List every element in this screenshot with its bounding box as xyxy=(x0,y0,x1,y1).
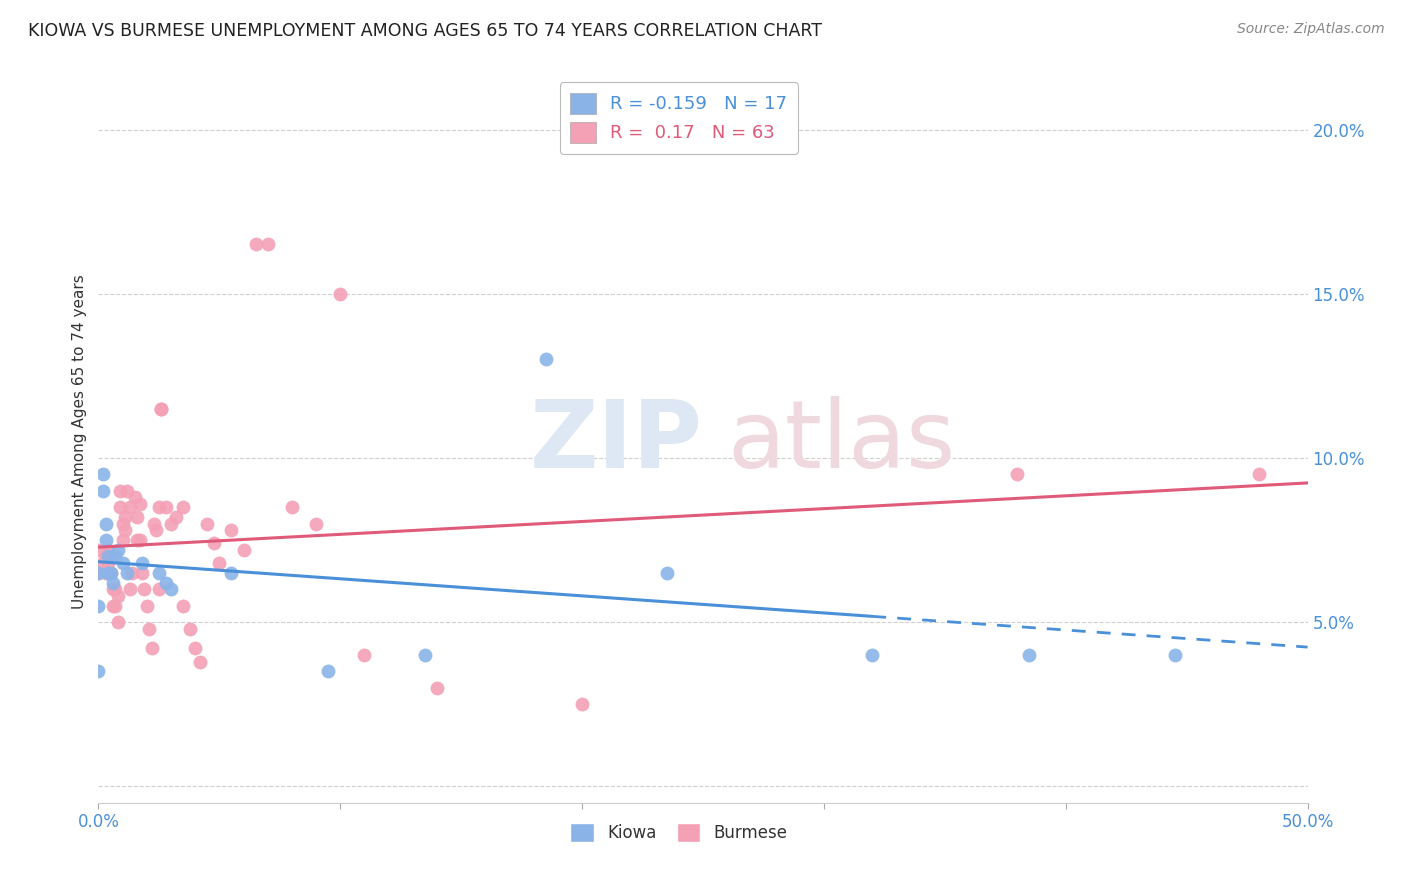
Legend: Kiowa, Burmese: Kiowa, Burmese xyxy=(564,816,794,848)
Point xyxy=(148,566,170,580)
Point xyxy=(413,648,436,662)
Point xyxy=(281,500,304,515)
Point xyxy=(131,566,153,580)
Point xyxy=(184,641,207,656)
Point xyxy=(256,237,278,252)
Point xyxy=(118,582,141,597)
Point xyxy=(329,286,352,301)
Point xyxy=(145,523,167,537)
Point xyxy=(148,500,170,515)
Point xyxy=(117,483,139,498)
Point xyxy=(426,681,449,695)
Point xyxy=(143,516,166,531)
Point xyxy=(221,523,243,537)
Point xyxy=(101,575,124,590)
Point xyxy=(87,599,110,613)
Point xyxy=(91,556,114,570)
Point xyxy=(111,533,134,547)
Point xyxy=(195,516,218,531)
Point xyxy=(1007,467,1029,482)
Point xyxy=(94,566,117,580)
Point xyxy=(150,401,173,416)
Point xyxy=(97,542,120,557)
Point xyxy=(97,556,120,570)
Point xyxy=(1249,467,1271,482)
Point xyxy=(316,665,339,679)
Point xyxy=(101,582,124,597)
Point xyxy=(179,622,201,636)
Point xyxy=(204,536,226,550)
Point xyxy=(108,483,131,498)
Point xyxy=(104,549,127,564)
Point xyxy=(111,556,134,570)
Point xyxy=(127,533,149,547)
Point xyxy=(131,556,153,570)
Point xyxy=(160,516,183,531)
Point xyxy=(860,648,883,662)
Point xyxy=(87,566,110,580)
Point xyxy=(94,533,117,547)
Point xyxy=(100,566,122,580)
Point xyxy=(118,500,141,515)
Point xyxy=(107,615,129,630)
Point xyxy=(94,549,117,564)
Point xyxy=(655,566,678,580)
Point xyxy=(127,510,149,524)
Point xyxy=(353,648,375,662)
Point xyxy=(1163,648,1185,662)
Y-axis label: Unemployment Among Ages 65 to 74 years: Unemployment Among Ages 65 to 74 years xyxy=(72,274,87,609)
Point xyxy=(87,542,110,557)
Point xyxy=(91,467,114,482)
Point xyxy=(245,237,267,252)
Point xyxy=(94,516,117,531)
Point xyxy=(100,549,122,564)
Point xyxy=(155,500,177,515)
Point xyxy=(101,599,124,613)
Point xyxy=(87,665,110,679)
Point xyxy=(114,523,136,537)
Point xyxy=(221,566,243,580)
Point xyxy=(141,641,163,656)
Point xyxy=(134,582,156,597)
Point xyxy=(121,566,143,580)
Point xyxy=(188,655,211,669)
Point xyxy=(155,575,177,590)
Point xyxy=(100,566,122,580)
Point xyxy=(534,352,557,367)
Text: ZIP: ZIP xyxy=(530,395,703,488)
Point xyxy=(107,589,129,603)
Point xyxy=(571,698,593,712)
Point xyxy=(104,582,127,597)
Point xyxy=(172,599,194,613)
Point xyxy=(148,582,170,597)
Point xyxy=(165,510,187,524)
Point xyxy=(128,533,150,547)
Text: KIOWA VS BURMESE UNEMPLOYMENT AMONG AGES 65 TO 74 YEARS CORRELATION CHART: KIOWA VS BURMESE UNEMPLOYMENT AMONG AGES… xyxy=(28,22,823,40)
Point xyxy=(135,599,157,613)
Point xyxy=(87,566,110,580)
Point xyxy=(208,556,231,570)
Point xyxy=(305,516,328,531)
Point xyxy=(1018,648,1040,662)
Point xyxy=(114,510,136,524)
Point xyxy=(91,483,114,498)
Point xyxy=(107,542,129,557)
Point xyxy=(97,566,120,580)
Text: Source: ZipAtlas.com: Source: ZipAtlas.com xyxy=(1237,22,1385,37)
Point xyxy=(160,582,183,597)
Point xyxy=(138,622,160,636)
Point xyxy=(150,401,173,416)
Point xyxy=(111,516,134,531)
Point xyxy=(117,566,139,580)
Point xyxy=(128,497,150,511)
Point xyxy=(108,500,131,515)
Point xyxy=(232,542,254,557)
Point xyxy=(97,549,120,564)
Text: atlas: atlas xyxy=(727,395,956,488)
Point xyxy=(172,500,194,515)
Point xyxy=(104,599,127,613)
Point xyxy=(124,491,146,505)
